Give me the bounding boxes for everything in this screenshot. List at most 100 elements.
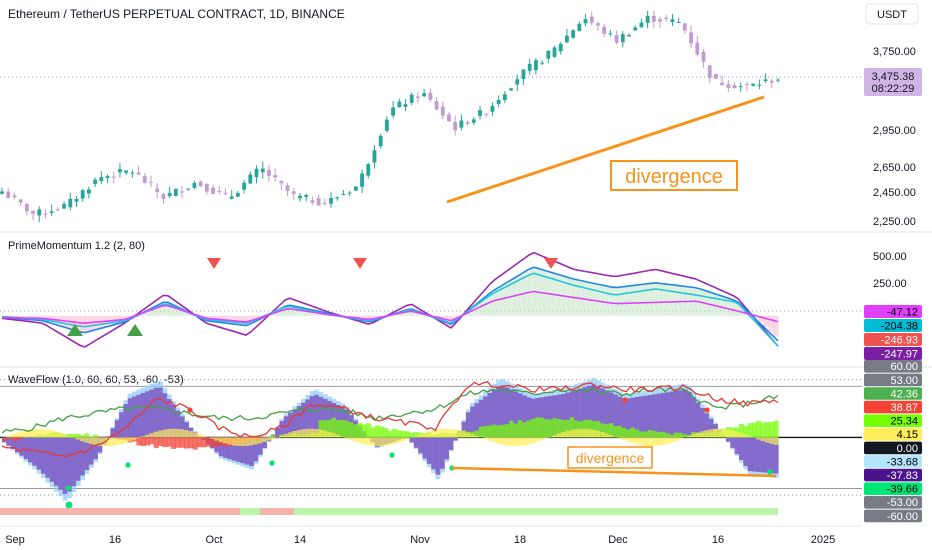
wf-wave-area <box>738 437 744 460</box>
wf-yellow-area <box>353 437 359 442</box>
wf-yellow-area <box>88 437 94 444</box>
wf-yellow-area <box>695 432 701 438</box>
wf-wave-area <box>32 437 38 466</box>
candle-body <box>316 198 321 206</box>
wf-wave-area <box>262 437 268 449</box>
wf-momentum-area <box>483 426 489 438</box>
wf-momentum-area <box>474 430 480 438</box>
candle-body <box>111 176 116 178</box>
candle-body <box>24 203 29 212</box>
wf-yellow-area <box>712 428 718 438</box>
wf-momentum-area <box>184 437 190 449</box>
wf-wave-area <box>465 412 471 438</box>
wf-momentum-area <box>504 424 510 438</box>
wf-momentum-area <box>214 437 220 448</box>
candle-body <box>235 192 240 197</box>
wf-yellow-area <box>309 428 315 438</box>
divergence-label-price: divergence <box>610 160 738 191</box>
wf-yellow-area <box>80 437 85 442</box>
candle-body <box>565 35 569 43</box>
candle-body <box>204 183 209 192</box>
wf-value-text: 38.87 <box>890 402 918 414</box>
candle-body <box>484 114 489 116</box>
pm-fill-slice <box>402 311 408 316</box>
wf-momentum-area <box>738 423 744 438</box>
wf-wave-area <box>643 395 649 438</box>
wf-signal-dot <box>767 469 773 475</box>
wf-wave-area <box>634 397 640 438</box>
wf-momentum-area <box>400 431 406 438</box>
candle-body <box>291 191 296 194</box>
wf-wave-area <box>734 437 740 454</box>
time-tick: Sep <box>5 534 25 546</box>
pm-fill-slice <box>182 309 189 316</box>
pm-fill-slice <box>773 315 779 337</box>
wf-value-badge <box>864 482 922 495</box>
wf-wave-area <box>504 387 510 438</box>
wf-momentum-area <box>634 429 640 438</box>
wf-yellow-area <box>643 437 649 446</box>
wf-yellow-area <box>45 429 51 438</box>
candle-body <box>12 195 17 198</box>
wf-wave-area <box>483 396 489 438</box>
wf-yellow-area <box>470 434 476 438</box>
wf-yellow-area <box>145 434 150 438</box>
pm-fill-slice <box>289 305 296 316</box>
wf-value-badge <box>864 509 922 523</box>
pm-value-text: -47.12 <box>887 307 918 319</box>
wf-momentum-area <box>595 421 601 438</box>
wf-yellow-area <box>162 429 168 438</box>
wf-wave-area <box>54 437 59 486</box>
wf-yellow-area <box>158 430 164 438</box>
candle-body <box>87 189 91 194</box>
candle-body <box>260 168 265 173</box>
wf-yellow-area <box>132 437 137 440</box>
wf-momentum-area <box>413 432 419 438</box>
currency-badge[interactable]: USDT <box>865 3 919 25</box>
wf-wave-area <box>431 437 437 470</box>
wf-yellow-area <box>764 437 770 443</box>
wf-momentum-area <box>88 436 94 438</box>
wf-momentum-area <box>67 433 72 438</box>
divergence-box-price <box>610 160 738 191</box>
pm-fill-slice <box>621 286 628 316</box>
candle-body <box>55 209 60 211</box>
wf-wave-area <box>175 410 181 438</box>
candle-body <box>515 79 520 85</box>
pm-fill-slice <box>148 309 154 316</box>
wf-wave-area <box>171 404 177 438</box>
candle-body <box>589 16 594 23</box>
wf-yellow-area <box>448 428 454 438</box>
wf-yellow-area <box>114 437 120 446</box>
candle-body <box>409 94 414 103</box>
wf-wave-area <box>158 387 164 438</box>
wf-wave-area <box>461 421 467 438</box>
wf-wave-area <box>574 389 580 438</box>
wf-yellow-area <box>244 437 250 446</box>
wf-wave-area <box>769 437 775 474</box>
wf-yellow-area <box>691 434 697 438</box>
candle-body <box>546 50 551 59</box>
wf-wave-area <box>565 392 571 438</box>
wf-value-badge <box>864 400 922 414</box>
wf-wave-area <box>543 396 549 438</box>
pm-fill-slice <box>480 300 486 316</box>
wf-wave-area <box>496 386 502 438</box>
candle-body <box>353 186 358 191</box>
last-price-badge: 3,475.38 08:22:29 <box>864 68 922 96</box>
wf-wave-area <box>149 389 155 438</box>
pm-value-text: -247.97 <box>881 349 918 361</box>
candle-body <box>242 182 247 190</box>
candle-body <box>229 196 234 199</box>
pm-fill-slice <box>509 280 516 316</box>
wf-momentum-area <box>145 437 150 446</box>
candle-body <box>776 79 780 81</box>
pm-fill-slice <box>670 284 677 316</box>
wf-wave-area <box>301 402 307 438</box>
wf-wave-area <box>725 437 731 442</box>
wf-yellow-area <box>192 432 198 438</box>
wf-wave-area <box>561 393 567 438</box>
wf-wave-area <box>669 391 675 438</box>
